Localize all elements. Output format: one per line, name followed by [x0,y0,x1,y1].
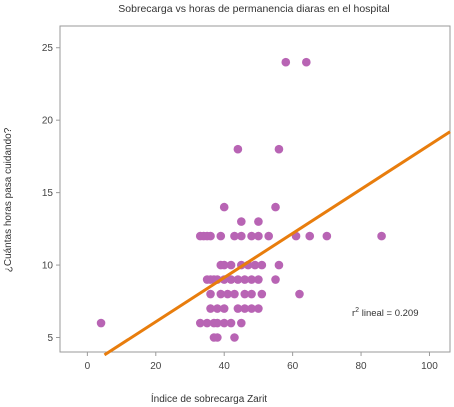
data-point [237,318,246,328]
data-point [219,202,229,212]
data-point [213,304,222,313]
data-point [230,333,239,342]
data-point [233,144,243,154]
data-point [223,289,232,299]
x-axis-label: Índice de sobrecarga Zarit [151,392,267,405]
data-point [233,275,243,284]
r-squared-value: lineal = 0.209 [359,308,418,319]
data-point [274,260,284,270]
data-point [302,57,311,67]
data-point [240,289,250,299]
x-tick-label: 40 [219,361,231,372]
data-point [213,318,222,328]
r-squared-exponent: 2 [355,307,359,314]
data-point [295,289,304,299]
data-point [96,318,106,328]
data-point [240,275,250,284]
data-point [305,231,315,241]
data-point [322,231,332,241]
data-point [219,318,229,328]
x-tick-label: 0 [85,361,91,372]
x-tick-label: 20 [150,361,162,372]
y-tick-label: 5 [47,333,53,344]
data-point [233,304,243,313]
data-point [226,260,236,270]
data-point [230,289,239,299]
data-point [230,231,239,241]
y-axis: 5 10 15 20 25 [42,43,60,344]
plot-area [59,25,451,353]
data-point [271,202,280,212]
data-point [206,304,215,313]
data-point [377,231,386,241]
data-point [264,231,273,241]
data-point [216,289,226,299]
data-point [250,260,260,270]
data-point [247,289,256,299]
y-tick-label: 20 [42,116,54,127]
data-point [254,275,263,284]
data-point [237,217,246,226]
data-point [195,318,205,328]
data-point [219,304,229,313]
data-point [237,231,246,241]
data-point [247,304,256,313]
x-axis: 0 20 40 60 80 100 [85,352,438,372]
data-point [216,231,226,241]
x-tick-label: 60 [287,361,299,372]
data-point [254,217,263,226]
data-point [206,231,215,241]
data-point [257,260,267,270]
y-tick-label: 15 [42,188,54,199]
r-squared-annotation: r2 lineal = 0.209 [352,307,419,319]
r-squared-prefix: r [352,308,355,319]
data-point [281,57,291,67]
data-point [213,333,222,342]
data-point [247,275,256,284]
data-point [254,231,263,241]
data-point [202,318,212,328]
data-point [254,304,263,313]
scatter-points [96,57,386,342]
data-point [271,275,280,284]
data-point [226,318,236,328]
x-tick-label: 100 [421,361,438,372]
data-point [257,289,267,299]
y-axis-label: ¿Cuántas horas pasa cuidando? [3,127,14,272]
data-point [240,304,250,313]
data-point [206,289,215,299]
chart-title: Sobrecarga vs horas de permanencia diara… [118,3,389,15]
data-point [247,231,256,241]
data-point [226,275,236,284]
data-point [202,275,212,284]
data-point [219,260,229,270]
data-point [274,144,284,154]
y-tick-label: 25 [42,43,54,54]
regression-line [103,130,451,357]
x-tick-label: 80 [355,361,367,372]
y-tick-label: 10 [42,261,54,272]
